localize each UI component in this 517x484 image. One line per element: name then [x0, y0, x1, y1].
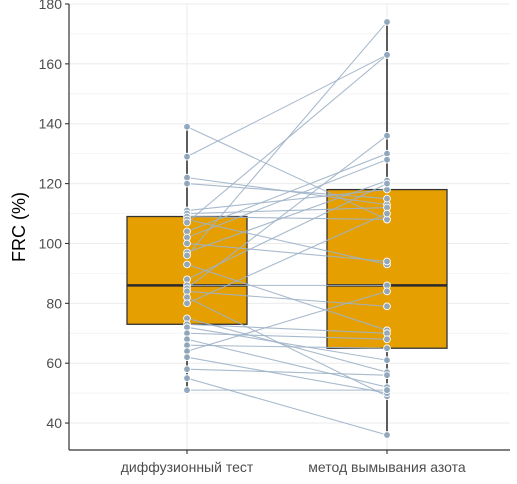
paired-lines	[186, 21, 388, 436]
y-tick-label: 60	[46, 355, 62, 371]
data-point	[383, 155, 391, 164]
paired-line	[186, 290, 388, 352]
data-point	[383, 18, 391, 26]
data-point	[383, 302, 391, 311]
data-point	[383, 51, 391, 59]
y-tick-label: 80	[46, 295, 62, 311]
axis-labels: 40 60 80 100 120 140 160 180 диффузионный тест ме…	[39, 0, 466, 475]
data-point	[383, 209, 391, 218]
data-point	[383, 194, 391, 203]
data-point	[383, 431, 391, 439]
paired-line	[186, 368, 388, 376]
paired-line	[186, 21, 388, 256]
y-tick-label: 100	[39, 235, 63, 251]
paired-line	[186, 213, 388, 304]
data-point	[383, 287, 391, 296]
y-tick-label: 160	[39, 56, 63, 72]
x-tick-label: диффузионный тест	[121, 459, 254, 475]
y-tick-label: 40	[46, 415, 62, 431]
paired-line	[186, 332, 388, 340]
y-tick-label: 120	[39, 176, 63, 192]
data-point	[183, 299, 191, 308]
paired-line	[186, 54, 388, 158]
paired-line	[186, 126, 388, 221]
paired-line	[186, 356, 388, 394]
paired-line	[186, 242, 388, 262]
data-point	[383, 344, 391, 353]
data-point	[183, 374, 191, 383]
data-point	[383, 371, 391, 380]
paired-line	[186, 206, 388, 215]
y-tick-label: 140	[39, 116, 63, 132]
paired-line	[186, 338, 388, 388]
data-point	[183, 353, 191, 362]
data-point	[383, 131, 391, 140]
paired-line	[186, 183, 388, 200]
data-point	[183, 218, 191, 227]
paired-line	[186, 263, 388, 331]
paired-line	[186, 377, 388, 436]
x-tick-label: метод вымывания азота	[308, 459, 466, 475]
paired-line	[186, 218, 388, 265]
data-point	[183, 260, 191, 269]
paired-line	[186, 159, 388, 238]
data-point	[183, 152, 191, 161]
data-points	[183, 18, 391, 439]
data-point	[383, 356, 391, 365]
data-point	[183, 365, 191, 374]
data-point	[383, 179, 391, 188]
paired-line	[186, 135, 388, 289]
data-point	[183, 386, 191, 394]
y-axis-title: FRC (%)	[9, 192, 29, 262]
data-point	[183, 239, 191, 248]
data-point	[383, 257, 391, 266]
data-point	[183, 251, 191, 260]
data-point	[183, 179, 191, 188]
data-point	[383, 386, 391, 394]
paired-line	[186, 326, 388, 361]
y-tick-label: 180	[39, 0, 63, 12]
data-point	[183, 122, 191, 131]
axes	[65, 3, 510, 454]
paired-line	[186, 323, 388, 334]
data-point	[383, 335, 391, 344]
paired-line	[186, 317, 388, 373]
paired-line	[186, 153, 388, 233]
paired-line	[186, 180, 388, 253]
paired-line	[186, 290, 388, 307]
paired-line	[186, 344, 388, 349]
